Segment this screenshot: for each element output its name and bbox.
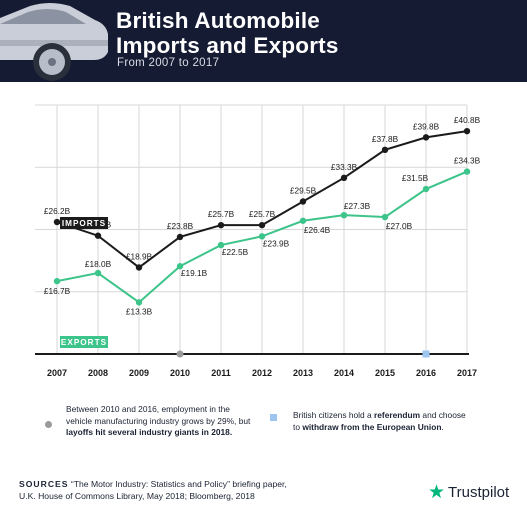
data-label-imports: £25.7B: [208, 209, 235, 219]
data-point-imports: [258, 221, 266, 229]
data-point-imports: [176, 233, 184, 241]
data-point-imports: [463, 127, 471, 135]
data-point-exports: [53, 277, 61, 285]
data-label-exports: £13.3B: [126, 306, 153, 316]
data-label-exports: £34.3B: [454, 156, 481, 166]
data-label-exports: £27.0B: [386, 221, 413, 231]
note-2016: British citizens hold a referendum and c…: [293, 410, 466, 433]
star-icon: ★: [428, 482, 446, 503]
note-2010-line-3: layoffs hit several industry giants in 2…: [66, 427, 233, 437]
trustpilot-logo: ★ Trustpilot: [428, 483, 509, 502]
header-banner: British Automobile Imports and Exports F…: [0, 0, 527, 82]
data-point-imports: [94, 232, 102, 239]
x-tick-label: 2014: [334, 368, 354, 378]
data-point-exports: [135, 299, 143, 306]
car-illustration: [0, 3, 108, 81]
series-tag-bg-imports: [60, 217, 108, 229]
data-label-imports: £25.7B: [249, 209, 276, 219]
series-tag-bg-exports: [60, 336, 108, 348]
note-2016-withdraw: withdraw from the European Union: [302, 421, 442, 432]
x-tick-label: 2017: [457, 368, 477, 378]
data-point-imports: [53, 218, 61, 226]
title-line-1: British Automobile: [116, 8, 321, 33]
event-2016-bullet: [270, 414, 277, 421]
title-line-2: Imports and Exports: [116, 33, 339, 58]
x-tick-label: 2010: [170, 368, 190, 378]
data-point-imports: [299, 198, 307, 205]
line-chart: 2007 2008 2009 2010 2011 2012 2013 2014 2015 2016…: [35, 104, 481, 378]
data-point-imports: [217, 221, 225, 229]
x-tick-label: 2007: [47, 368, 67, 378]
data-point-exports: [422, 185, 430, 193]
event-marker-2010: [176, 350, 184, 358]
x-tick-label: 2015: [375, 368, 395, 378]
x-tick-label: 2009: [129, 368, 149, 378]
x-tick-label: 2008: [88, 368, 108, 378]
data-label-exports: £18.0B: [85, 259, 112, 269]
sources-label: SOURCES: [19, 479, 69, 489]
series-tag-exports: EXPORTS: [61, 338, 107, 347]
data-label-imports: £18.9B: [126, 251, 153, 261]
sources: SOURCES “The Motor Industry: Statistics …: [19, 478, 287, 502]
note-2010-line-2: vehicle manufacturing industry grows by …: [66, 415, 251, 426]
note-2010-line-1: Between 2010 and 2016, employment in the: [66, 404, 230, 414]
data-point-exports: [381, 213, 389, 221]
data-label-exports: £26.4B: [304, 225, 331, 235]
data-point-exports: [340, 211, 348, 219]
x-tick-label: 2011: [211, 368, 231, 378]
data-point-exports: [463, 168, 471, 175]
data-label-imports: £23.8B: [167, 221, 194, 231]
data-point-exports: [176, 263, 184, 270]
x-tick-label: 2016: [416, 368, 436, 378]
data-label-imports: £39.8B: [413, 121, 440, 131]
data-label-imports: £29.5B: [290, 185, 317, 195]
brand-name: Trustpilot: [448, 484, 510, 501]
series-tag-imports: IMPORTS: [62, 219, 106, 228]
data-point-imports: [381, 146, 389, 154]
sources-line-2: U.K. House of Commons Library, May 2018;…: [19, 491, 255, 501]
note-2016-text-4: .: [441, 421, 444, 432]
data-label-imports: £40.8B: [454, 115, 481, 125]
x-tick-label: 2012: [252, 368, 272, 378]
note-2016-referendum: referendum: [374, 410, 421, 420]
data-label-exports: £27.3B: [344, 201, 371, 211]
chart-title: British Automobile Imports and Exports: [116, 8, 339, 58]
note-2010: Between 2010 and 2016, employment in the…: [66, 404, 250, 439]
note-2016-text-2: and choose: [420, 410, 466, 420]
data-label-exports: £31.5B: [402, 173, 429, 183]
data-label-exports: £16.7B: [44, 286, 71, 296]
note-2016-text-3: to: [293, 421, 303, 432]
sources-line-1: “The Motor Industry: Statistics and Poli…: [68, 479, 287, 489]
data-point-imports: [422, 134, 430, 141]
data-label-imports: £33.3B: [331, 162, 358, 172]
data-point-exports: [299, 217, 307, 224]
data-point-exports: [94, 269, 102, 277]
x-tick-label: 2013: [293, 368, 313, 378]
note-2016-text-1: British citizens hold a: [293, 410, 374, 420]
event-marker-2016: [422, 350, 430, 358]
event-2010-bullet: [45, 421, 52, 428]
data-label-exports: £19.1B: [181, 268, 208, 278]
data-point-imports: [135, 264, 143, 271]
data-label-imports: £37.8B: [372, 134, 399, 144]
chart-subtitle: From 2007 to 2017: [117, 57, 220, 69]
data-point-exports: [217, 241, 225, 249]
data-label-exports: £22.5B: [222, 247, 249, 257]
data-point-imports: [340, 174, 348, 182]
data-label-imports: £26.2B: [44, 206, 71, 216]
data-point-exports: [258, 233, 266, 240]
data-label-exports: £23.9B: [263, 238, 290, 248]
